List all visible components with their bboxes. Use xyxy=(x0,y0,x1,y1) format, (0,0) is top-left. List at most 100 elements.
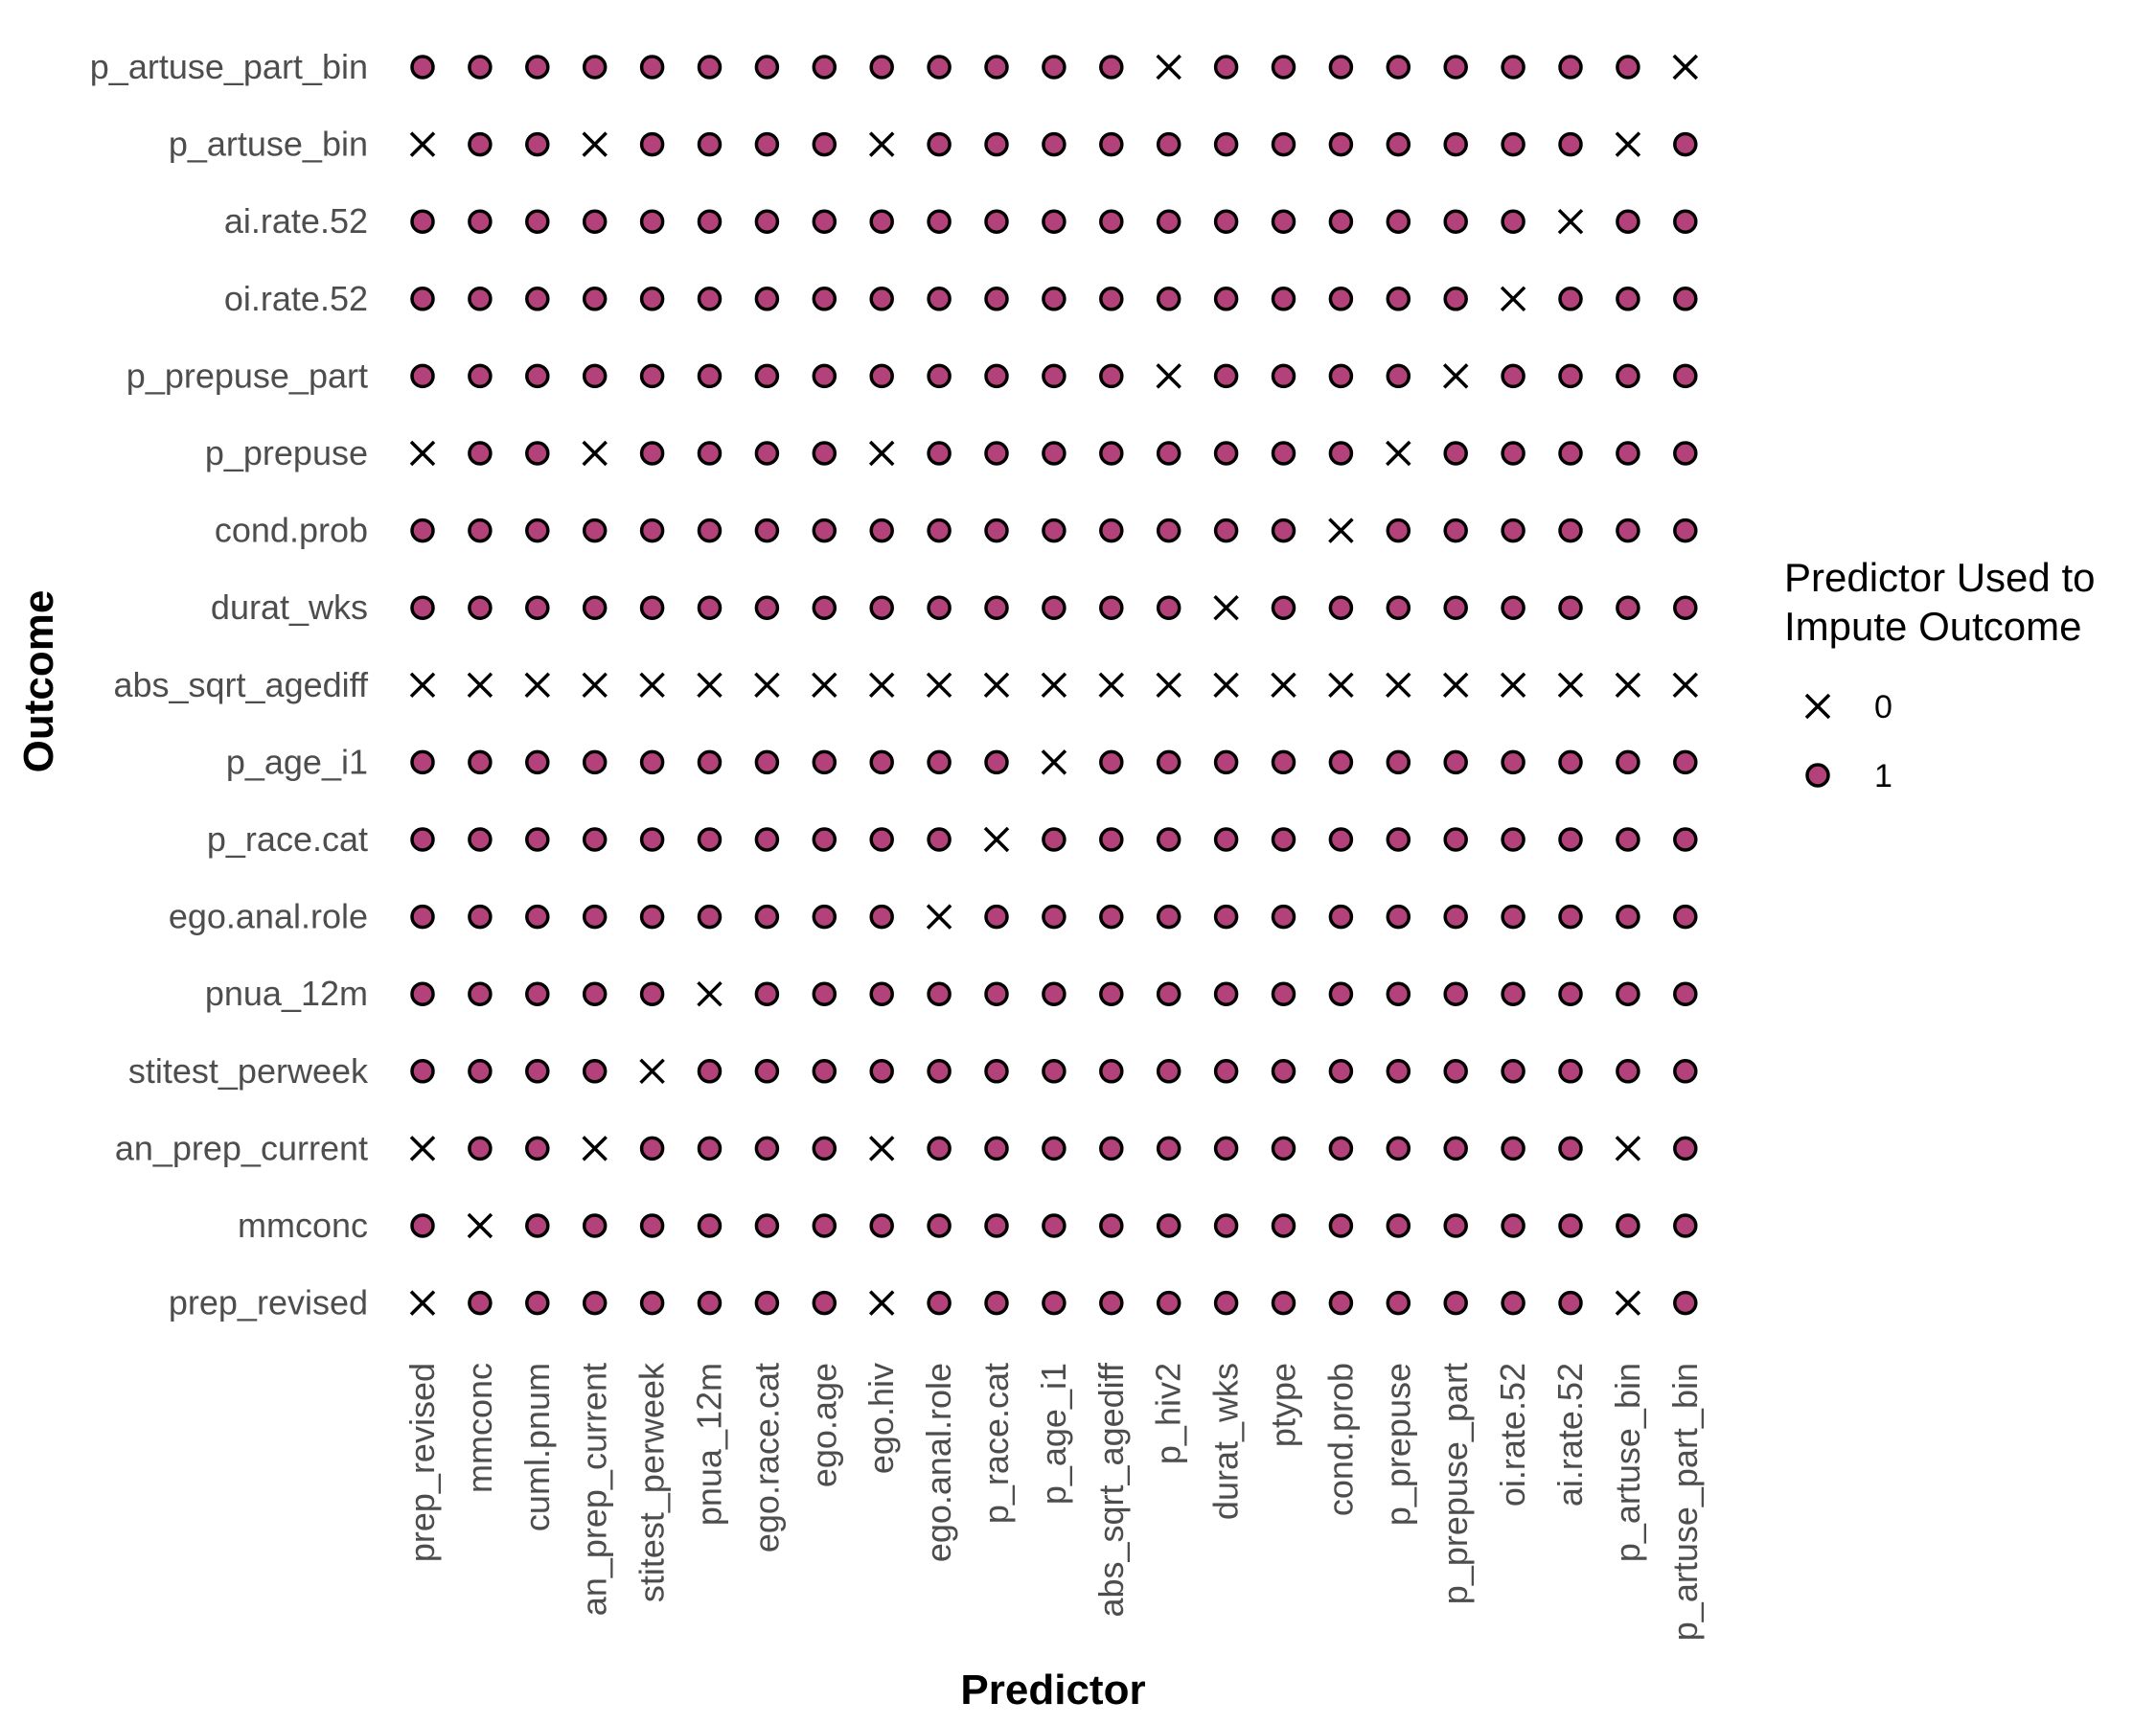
point-used xyxy=(1042,441,1067,466)
point-used xyxy=(639,209,665,234)
point-used xyxy=(1213,1059,1239,1084)
x-tick-label: stitest_perweek xyxy=(632,1362,672,1602)
y-tick-label: durat_wks xyxy=(211,587,368,627)
point-used xyxy=(812,904,837,930)
point-not-used xyxy=(1557,208,1584,235)
point-not-used xyxy=(1500,286,1526,312)
point-not-used xyxy=(467,1212,493,1239)
point-used xyxy=(582,518,608,543)
point-used xyxy=(1501,441,1525,466)
point-used xyxy=(1616,1213,1640,1238)
point-used xyxy=(754,827,780,852)
point-used xyxy=(1156,981,1181,1006)
y-tick-label: ai.rate.52 xyxy=(224,201,368,241)
point-used xyxy=(927,981,952,1006)
point-used xyxy=(1443,1136,1468,1162)
point-used xyxy=(1501,827,1525,852)
point-used xyxy=(1099,209,1124,234)
point-used xyxy=(410,55,435,80)
point-used xyxy=(927,1059,952,1084)
point-used xyxy=(1558,131,1583,157)
point-used xyxy=(525,981,550,1006)
point-used xyxy=(525,749,550,775)
point-used xyxy=(582,1290,608,1316)
point-used xyxy=(812,209,837,234)
point-used xyxy=(984,441,1009,466)
point-used xyxy=(697,441,722,466)
point-used xyxy=(1156,131,1181,157)
point-used xyxy=(1616,287,1640,311)
point-used xyxy=(1558,518,1583,543)
point-used xyxy=(410,595,435,620)
point-used xyxy=(1328,209,1354,234)
point-used xyxy=(1386,55,1411,80)
point-used xyxy=(1673,1059,1698,1084)
point-not-used xyxy=(868,440,895,467)
point-used xyxy=(1616,595,1640,620)
point-used xyxy=(1042,131,1067,157)
point-used xyxy=(754,595,780,620)
x-tick-label: p_prepuse xyxy=(1378,1363,1417,1526)
point-used xyxy=(582,1059,608,1084)
point-used xyxy=(1501,131,1525,157)
point-not-used xyxy=(926,904,952,930)
legend-label: 0 xyxy=(1874,689,1892,725)
point-used xyxy=(1501,981,1525,1006)
point-used xyxy=(639,441,665,466)
y-tick-label: p_prepuse xyxy=(205,433,368,472)
point-used xyxy=(410,518,435,543)
point-used xyxy=(1156,749,1181,775)
point-used xyxy=(1673,595,1698,620)
point-not-used xyxy=(1672,672,1699,699)
y-axis-title: Outcome xyxy=(15,590,62,773)
point-used xyxy=(1042,209,1067,234)
point-not-used xyxy=(409,440,436,467)
point-used xyxy=(1616,209,1640,234)
point-used xyxy=(812,1136,837,1162)
point-used xyxy=(1328,1136,1354,1162)
point-used xyxy=(1271,827,1296,852)
point-not-used xyxy=(868,1290,895,1316)
y-tick-labels: p_artuse_part_bin p_artuse_bin ai.rate.52 o… xyxy=(90,47,369,1322)
x-tick-label: ptype xyxy=(1264,1363,1303,1447)
y-tick-label: p_race.cat xyxy=(207,819,368,859)
point-used xyxy=(927,363,952,389)
point-used xyxy=(639,749,665,775)
point-used xyxy=(1099,1136,1124,1162)
point-used xyxy=(468,595,493,620)
legend: Predictor Used to Impute Outcome 01 xyxy=(1784,555,2095,794)
point-used xyxy=(639,1213,665,1238)
point-used xyxy=(1328,749,1354,775)
point-used xyxy=(1213,363,1239,389)
point-not-used xyxy=(926,672,952,699)
point-used xyxy=(1042,981,1067,1006)
point-used xyxy=(984,363,1009,389)
point-not-used xyxy=(1500,672,1526,699)
point-used xyxy=(468,1136,493,1162)
point-used xyxy=(639,363,665,389)
point-used xyxy=(1673,363,1698,389)
point-used xyxy=(1213,1213,1239,1238)
point-not-used xyxy=(1328,672,1354,699)
point-used xyxy=(1443,518,1468,543)
point-used xyxy=(1501,595,1525,620)
point-used xyxy=(468,441,493,466)
point-not-used xyxy=(1672,54,1699,80)
point-used xyxy=(1271,981,1296,1006)
point-used xyxy=(1213,981,1239,1006)
point-used xyxy=(1616,363,1640,389)
point-used xyxy=(1616,518,1640,543)
point-used xyxy=(984,287,1009,311)
point-used xyxy=(1386,981,1411,1006)
x-axis-title: Predictor xyxy=(960,1667,1145,1714)
point-used xyxy=(1328,1290,1354,1316)
point-used xyxy=(1558,904,1583,930)
point-used xyxy=(927,1213,952,1238)
point-not-used xyxy=(1271,672,1296,699)
point-used xyxy=(1156,827,1181,852)
point-used xyxy=(754,363,780,389)
point-used xyxy=(927,55,952,80)
point-not-used xyxy=(1156,54,1181,80)
point-used xyxy=(697,131,722,157)
point-used xyxy=(1328,287,1354,311)
